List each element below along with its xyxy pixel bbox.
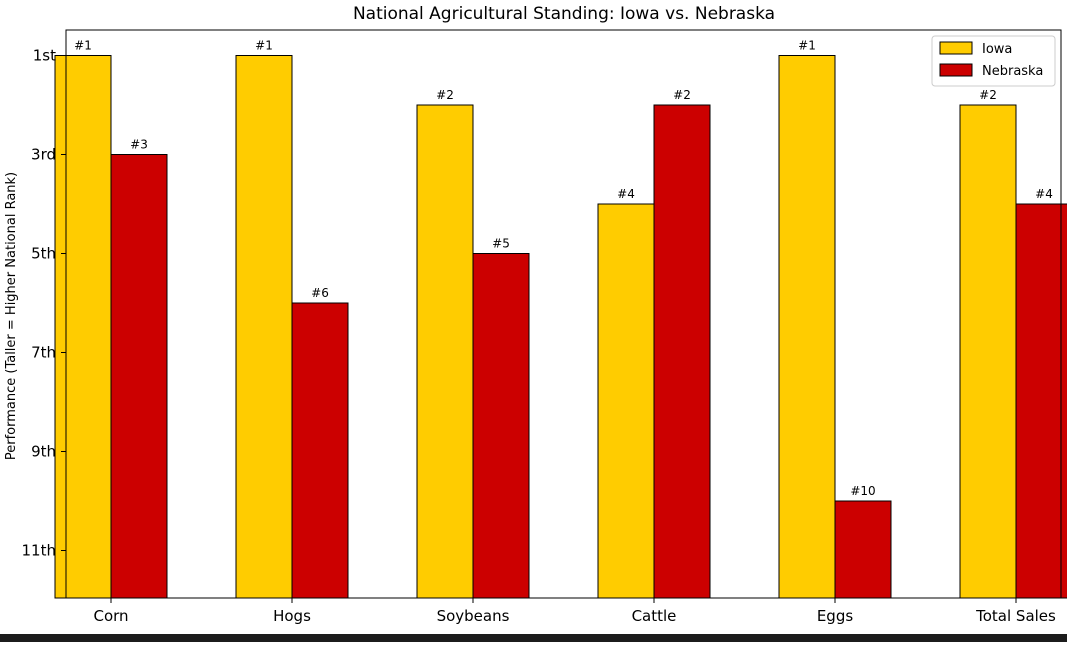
y-tick-label: 7th: [31, 344, 56, 362]
bar-labels-layer: #1 #1 #2 #4 #1 #2 #3 #6 #5 #2 #10 #4: [74, 39, 1053, 499]
chart-title: National Agricultural Standing: Iowa vs.…: [353, 4, 775, 24]
y-tick-label: 5th: [31, 245, 56, 263]
bar-iowa-hogs: [235, 55, 293, 599]
bar-iowa-corn: [54, 55, 112, 599]
legend: Iowa Nebraska: [931, 35, 1056, 87]
y-axis-label: Performance (Taller = Higher National Ra…: [4, 172, 19, 460]
x-tick-label: Corn: [93, 607, 128, 625]
bottom-edge-bar: [0, 634, 1067, 642]
bar-iowa-eggs: [778, 55, 836, 599]
bar-value-label: #2: [673, 88, 691, 102]
bar-nebraska-soybeans: [472, 253, 530, 599]
bar-nebraska-cattle: [653, 104, 711, 599]
bar-value-label: #1: [798, 39, 816, 53]
x-tick-label: Cattle: [632, 607, 677, 625]
bar-value-label: #2: [979, 88, 997, 102]
bar-iowa-total-sales: [959, 104, 1017, 599]
legend-swatch-iowa: [939, 41, 973, 55]
x-tick-label: Hogs: [273, 607, 311, 625]
y-tick-label: 9th: [31, 443, 56, 461]
bar-value-label: #1: [74, 39, 92, 53]
x-tick-label: Eggs: [817, 607, 854, 625]
x-tick-label: Total Sales: [975, 607, 1056, 625]
legend-swatch-nebraska: [939, 63, 973, 77]
y-tick-label: 3rd: [31, 146, 56, 164]
bar-value-label: #4: [1035, 187, 1053, 201]
bar-value-label: #4: [617, 187, 635, 201]
bar-nebraska-corn: [110, 154, 168, 599]
bar-value-label: #3: [130, 138, 148, 152]
bar-iowa-cattle: [597, 203, 655, 599]
bar-value-label: #1: [255, 39, 273, 53]
bar-iowa-soybeans: [416, 104, 474, 599]
bar-nebraska-eggs: [834, 500, 892, 599]
plot-frame: [65, 29, 1062, 599]
bars-layer: [54, 55, 1067, 599]
legend-label-iowa: Iowa: [982, 42, 1012, 57]
y-tick-label: 11th: [22, 542, 56, 560]
y-axis: 1st 3rd 5th 7th 9th 11th: [22, 47, 66, 560]
bar-value-label: #10: [850, 484, 875, 498]
bar-nebraska-total-sales: [1015, 203, 1067, 599]
y-tick-label: 1st: [33, 47, 56, 65]
bar-value-label: #6: [311, 286, 329, 300]
legend-label-nebraska: Nebraska: [982, 64, 1043, 79]
bar-nebraska-hogs: [291, 302, 349, 599]
bar-value-label: #5: [492, 237, 510, 251]
x-tick-label: Soybeans: [437, 607, 510, 625]
bar-value-label: #2: [436, 88, 454, 102]
x-axis: Corn Hogs Soybeans Cattle Eggs Total Sales: [93, 598, 1056, 625]
